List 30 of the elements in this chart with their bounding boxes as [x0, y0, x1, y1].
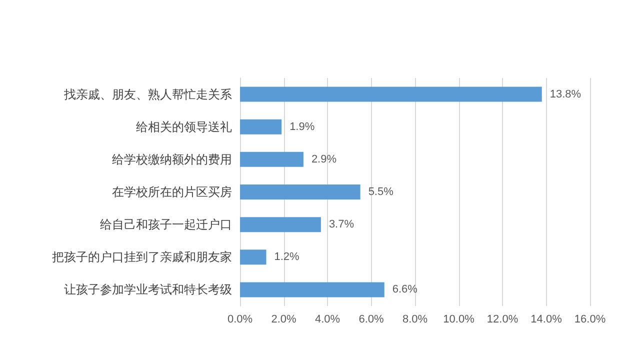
x-tick-label: 14.0% — [530, 314, 562, 326]
y-tick-label: 在学校所在的片区买房 — [112, 185, 232, 199]
data-label: 5.5% — [368, 186, 394, 198]
bar — [240, 282, 384, 298]
y-tick-label: 找亲戚、朋友、熟人帮忙走关系 — [63, 87, 232, 102]
x-tick-label: 12.0% — [486, 314, 518, 326]
y-tick-label: 给自己和孩子一起迁户口 — [100, 218, 232, 232]
x-tick-label: 10.0% — [443, 314, 475, 326]
x-tick-label: 8.0% — [402, 314, 428, 326]
y-tick-label: 让孩子参加学业考试和特长考级 — [64, 282, 232, 297]
bar — [240, 184, 360, 200]
bar — [240, 119, 282, 134]
y-tick-label: 把孩子的户口挂到了亲戚和朋友家 — [52, 250, 232, 264]
data-label: 1.9% — [290, 120, 315, 133]
data-label: 2.9% — [311, 153, 337, 166]
bar — [240, 86, 542, 102]
data-label: 1.2% — [274, 251, 300, 264]
x-tick-label: 2.0% — [271, 314, 296, 326]
y-tick-label: 给相关的领导送礼 — [136, 120, 232, 134]
data-label: 13.8% — [550, 88, 582, 100]
bar — [240, 217, 321, 232]
data-label: 6.6% — [392, 284, 418, 296]
bar — [240, 152, 304, 167]
x-tick-label: 0.0% — [227, 314, 253, 326]
x-tick-label: 4.0% — [314, 314, 340, 326]
data-label: 3.7% — [328, 218, 354, 231]
x-tick-label: 6.0% — [358, 314, 384, 326]
bar — [240, 250, 266, 265]
x-tick-label: 16.0% — [574, 314, 606, 326]
y-tick-label: 给学校缴纳额外的费用 — [112, 152, 232, 166]
